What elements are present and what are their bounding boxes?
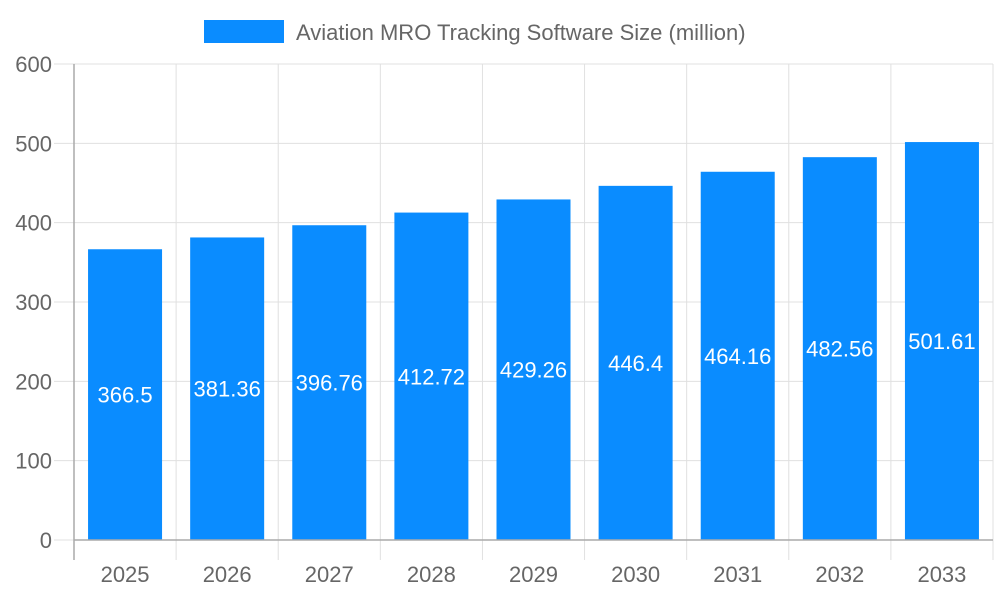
legend-swatch — [204, 20, 284, 43]
bar — [700, 171, 775, 540]
bar — [496, 199, 571, 540]
x-tick-label: 2029 — [509, 562, 558, 587]
x-tick-label: 2031 — [713, 562, 762, 587]
data-label: 366.5 — [98, 383, 153, 408]
y-tick-label: 300 — [15, 290, 52, 315]
x-tick-label: 2033 — [917, 562, 966, 587]
x-tick-label: 2030 — [611, 562, 660, 587]
y-tick-label: 600 — [15, 52, 52, 77]
bar — [190, 237, 265, 540]
data-label: 446.4 — [608, 351, 663, 376]
x-tick-label: 2032 — [815, 562, 864, 587]
data-label: 412.72 — [398, 364, 465, 389]
data-label: 482.56 — [806, 337, 873, 362]
x-tick-label: 2026 — [203, 562, 252, 587]
y-tick-label: 500 — [15, 131, 52, 156]
x-tick-label: 2028 — [407, 562, 456, 587]
data-label: 501.61 — [908, 329, 975, 354]
data-label: 381.36 — [194, 377, 261, 402]
legend[interactable]: Aviation MRO Tracking Software Size (mil… — [204, 20, 746, 45]
bar — [88, 249, 163, 540]
data-label: 464.16 — [704, 344, 771, 369]
bar — [904, 142, 979, 540]
bars: 366.5 381.36 396.76 412.72 429.26 446.4 464.16… — [88, 142, 979, 540]
data-label: 429.26 — [500, 358, 567, 383]
data-label: 396.76 — [296, 371, 363, 396]
bar — [292, 225, 367, 540]
x-tick-label: 2025 — [101, 562, 150, 587]
legend-label: Aviation MRO Tracking Software Size (mil… — [296, 20, 746, 45]
y-tick-label: 200 — [15, 369, 52, 394]
y-tick-label: 100 — [15, 449, 52, 474]
bar — [394, 212, 469, 540]
bar — [598, 185, 673, 540]
y-tick-label: 400 — [15, 211, 52, 236]
axes: 0 100 200 300 400 500 600 2025 2026 2027 2028 2029 2… — [15, 52, 993, 587]
x-tick-label: 2027 — [305, 562, 354, 587]
bar — [802, 157, 877, 540]
y-tick-label: 0 — [40, 528, 52, 553]
